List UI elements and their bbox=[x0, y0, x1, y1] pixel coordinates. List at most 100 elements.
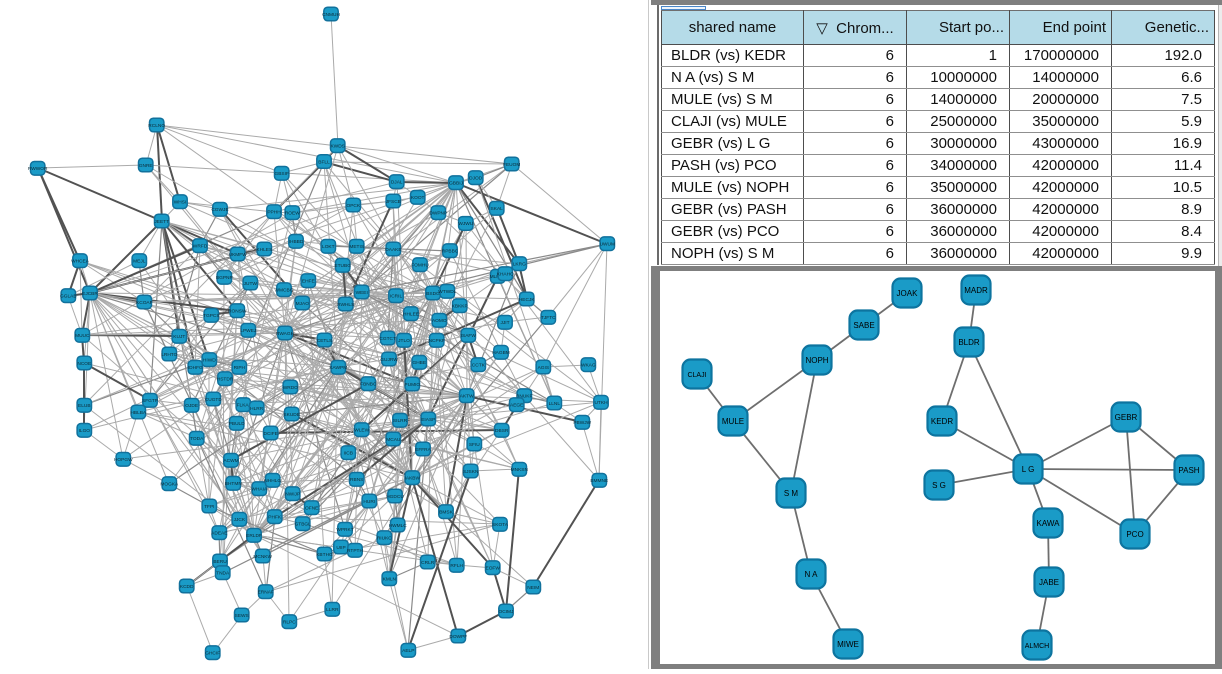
svg-text:CGTCT: CGTCT bbox=[379, 336, 396, 342]
svg-text:GNRE: GNRE bbox=[139, 163, 153, 169]
svg-text:BHTMN: BHTMN bbox=[225, 481, 243, 487]
svg-text:NEIM: NEIM bbox=[527, 585, 539, 591]
svg-text:PASH: PASH bbox=[1178, 466, 1199, 475]
svg-text:ERLDF: ERLDF bbox=[246, 533, 262, 539]
svg-text:NCPKF: NCPKF bbox=[429, 338, 445, 344]
svg-text:SKAL: SKAL bbox=[491, 206, 504, 212]
svg-text:WHSI: WHSI bbox=[174, 200, 187, 206]
svg-text:MCAU: MCAU bbox=[386, 437, 401, 443]
svg-text:IAKBW: IAKBW bbox=[405, 476, 421, 482]
svg-text:BNUKF: BNUKF bbox=[516, 394, 532, 400]
svg-text:WEEI: WEEI bbox=[356, 290, 368, 296]
svg-text:CCTK: CCTK bbox=[472, 363, 486, 369]
svg-text:DWPNP: DWPNP bbox=[429, 211, 447, 217]
svg-text:SKOTA: SKOTA bbox=[492, 522, 509, 528]
svg-text:FBNBC: FBNBC bbox=[360, 382, 377, 388]
svg-text:SFIU: SFIU bbox=[469, 442, 480, 448]
svg-text:HWMLC: HWMLC bbox=[389, 523, 408, 529]
svg-text:MEJL: MEJL bbox=[133, 259, 146, 265]
svg-text:HLRR: HLRR bbox=[250, 406, 264, 412]
svg-text:EJCBR: EJCBR bbox=[82, 291, 98, 297]
svg-text:WRDO: WRDO bbox=[283, 385, 298, 391]
svg-text:IDHFG: IDHFG bbox=[188, 365, 203, 371]
svg-text:SILRR: SILRR bbox=[393, 418, 408, 424]
svg-text:MJAO: MJAO bbox=[296, 301, 310, 307]
svg-text:ETUBG: ETUBG bbox=[334, 263, 351, 269]
svg-text:DBSR: DBSR bbox=[495, 428, 509, 434]
svg-text:MCNKW: MCNKW bbox=[253, 554, 272, 560]
svg-text:EMMNE: EMMNE bbox=[590, 478, 608, 484]
svg-text:LOKT: LOKT bbox=[322, 244, 335, 250]
svg-text:UIIP: UIIP bbox=[336, 545, 345, 551]
svg-text:UKMFW: UKMFW bbox=[229, 252, 248, 258]
svg-text:IHBBD: IHBBD bbox=[289, 239, 304, 245]
svg-text:GBBIJ: GBBIJ bbox=[449, 181, 463, 187]
svg-text:NWIJP: NWIJP bbox=[285, 492, 300, 498]
svg-text:PBULD: PBULD bbox=[229, 421, 246, 427]
svg-text:ALMCH: ALMCH bbox=[1025, 643, 1050, 650]
svg-text:MUUC: MUUC bbox=[75, 333, 90, 339]
svg-text:MNKSN: MNKSN bbox=[511, 467, 529, 473]
svg-text:BLDR: BLDR bbox=[958, 338, 980, 347]
svg-text:AOMO: AOMO bbox=[432, 318, 447, 324]
svg-text:JABE: JABE bbox=[1039, 578, 1059, 587]
svg-text:FLKAI: FLKAI bbox=[237, 403, 250, 409]
svg-text:PPHH: PPHH bbox=[267, 210, 281, 216]
svg-text:BMSK: BMSK bbox=[439, 510, 453, 516]
svg-text:KAWA: KAWA bbox=[1037, 519, 1061, 528]
svg-text:TFPI: TFPI bbox=[204, 504, 214, 510]
svg-text:ROEW: ROEW bbox=[285, 211, 300, 217]
svg-text:KHLES: KHLES bbox=[256, 247, 272, 253]
svg-text:MOGKA: MOGKA bbox=[160, 482, 179, 488]
svg-text:ILGO: ILGO bbox=[79, 428, 91, 434]
svg-text:KCOAF: KCOAF bbox=[136, 300, 153, 306]
svg-text:WJWU: WJWU bbox=[458, 221, 473, 227]
svg-text:MIWE: MIWE bbox=[837, 640, 859, 649]
svg-text:GEBR: GEBR bbox=[1115, 413, 1138, 422]
svg-text:KWDS: KWDS bbox=[330, 144, 344, 150]
svg-text:RONSW: RONSW bbox=[228, 309, 247, 315]
svg-text:BGPNP: BGPNP bbox=[216, 275, 233, 281]
svg-text:HGDCU: HGDCU bbox=[386, 494, 404, 500]
svg-text:DCIFE: DCIFE bbox=[263, 431, 277, 437]
svg-text:JUTW: JUTW bbox=[244, 281, 258, 287]
svg-text:TGPCS: TGPCS bbox=[203, 313, 220, 319]
svg-text:WLEW: WLEW bbox=[354, 428, 369, 434]
svg-text:GGLAB: GGLAB bbox=[60, 294, 77, 300]
svg-text:RWHLS: RWHLS bbox=[337, 302, 354, 308]
svg-text:WRFD: WRFD bbox=[193, 244, 208, 250]
svg-text:ELUB: ELUB bbox=[78, 403, 91, 409]
svg-text:HURI: HURI bbox=[363, 499, 375, 505]
svg-text:KUJT: KUJT bbox=[173, 334, 185, 340]
svg-text:CETLS: CETLS bbox=[317, 338, 332, 344]
svg-text:L G: L G bbox=[1022, 465, 1035, 474]
svg-text:FEUOM: FEUOM bbox=[503, 162, 520, 168]
svg-text:GBSIF: GBSIF bbox=[274, 171, 288, 177]
svg-text:TODA: TODA bbox=[190, 436, 204, 442]
svg-text:ICRIL: ICRIL bbox=[390, 294, 403, 300]
svg-text:NOPH: NOPH bbox=[805, 356, 828, 365]
svg-text:WPRKT: WPRKT bbox=[336, 527, 353, 533]
svg-text:JJIT: JJIT bbox=[500, 320, 509, 326]
svg-text:RIUKC: RIUKC bbox=[377, 536, 392, 542]
svg-text:PHFK: PHFK bbox=[268, 515, 282, 521]
svg-text:RIPH: RIPH bbox=[234, 365, 246, 371]
svg-text:RLPC: RLPC bbox=[283, 620, 296, 626]
svg-text:KBTHG: KBTHG bbox=[316, 552, 333, 558]
svg-text:WTWDL: WTWDL bbox=[438, 289, 456, 295]
svg-text:SFGTP: SFGTP bbox=[142, 398, 158, 404]
svg-text:AEGE: AEGE bbox=[510, 403, 523, 409]
svg-text:NCOE: NCOE bbox=[77, 361, 91, 367]
svg-text:HHLEE: HHLEE bbox=[403, 312, 419, 318]
svg-text:TJFTC: TJFTC bbox=[541, 315, 556, 321]
svg-text:BFLL: BFLL bbox=[318, 159, 330, 165]
svg-text:RPBBC: RPBBC bbox=[442, 249, 459, 255]
svg-text:METIS: METIS bbox=[349, 244, 364, 250]
svg-text:SABE: SABE bbox=[853, 321, 874, 330]
svg-text:DJOD: DJOD bbox=[469, 176, 483, 182]
svg-text:CUGTD: CUGTD bbox=[205, 397, 223, 403]
svg-text:GHBE: GHBE bbox=[412, 360, 426, 366]
svg-text:HOPGW: HOPGW bbox=[114, 457, 133, 463]
svg-text:KHAHO: KHAHO bbox=[497, 272, 514, 278]
svg-text:KAWPM: KAWPM bbox=[329, 365, 347, 371]
